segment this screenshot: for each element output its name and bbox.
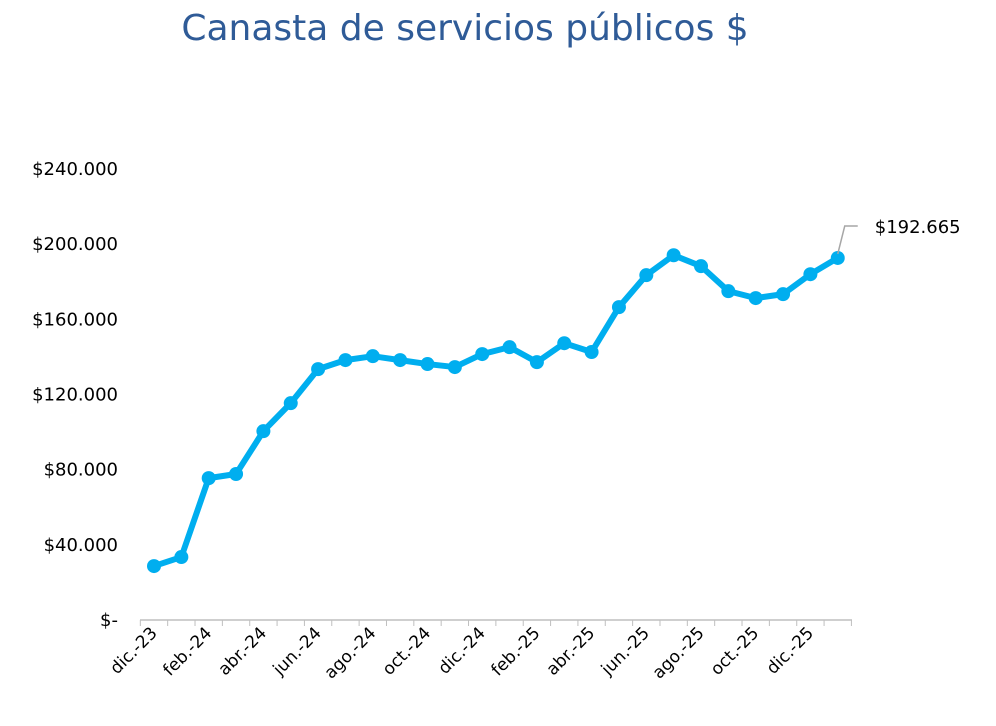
x-tick-label: abr.-25 [543,623,599,679]
data-point [557,336,572,351]
data-point [147,559,161,574]
data-point [748,291,763,306]
x-tick-label: dic.-25 [763,623,818,678]
data-point [420,357,435,372]
x-tick-label: jun.-25 [597,623,654,680]
data-point [475,347,490,362]
data-point [529,355,544,370]
chart-title: Canasta de servicios públicos $ [181,8,749,49]
data-point [393,353,408,368]
data-point [611,300,626,315]
data-point [776,287,791,302]
x-tick-label: jun.-24 [269,623,326,680]
x-tick-label: abr.-24 [214,623,270,679]
x-tick-label: feb.-25 [488,623,545,680]
y-tick-label: $120.000 [32,385,118,406]
x-tick-label: oct.-24 [379,623,435,679]
data-point [229,466,244,481]
data-point [721,284,736,299]
data-point [365,349,380,364]
data-point [639,268,654,283]
y-tick-label: $40.000 [44,535,118,556]
data-point [803,267,818,282]
x-tick-label: dic.-24 [435,623,490,678]
y-tick-label: $200.000 [32,234,118,255]
series-line [153,252,840,569]
data-point [201,471,216,486]
data-point [502,340,517,355]
x-tick-label: dic.-23 [106,623,161,678]
x-tick-label: ago.-25 [649,623,709,683]
x-tick-label: oct.-25 [707,623,763,679]
y-tick-label: $240.000 [32,159,118,180]
data-point [666,248,681,263]
y-tick-label: $- [100,610,118,631]
data-point [338,353,353,368]
data-point [584,345,599,360]
data-point [447,360,462,375]
data-point [830,250,845,265]
data-point [694,259,708,274]
x-tick-label: feb.-24 [159,623,216,680]
annotation-leader-line [837,225,858,255]
y-tick-label: $160.000 [32,309,118,330]
data-point [256,424,271,439]
data-point [311,362,326,377]
data-point [174,550,189,565]
y-tick-label: $80.000 [44,460,118,481]
data-point [283,396,298,411]
x-tick-label: ago.-24 [321,623,381,683]
annotation-label: $192.665 [875,217,961,238]
